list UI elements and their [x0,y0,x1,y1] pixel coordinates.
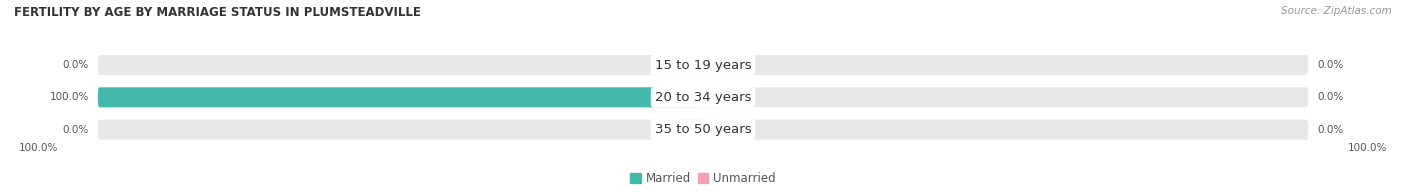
Legend: Married, Unmarried: Married, Unmarried [626,168,780,190]
FancyBboxPatch shape [703,55,727,75]
Text: 0.0%: 0.0% [1317,125,1344,135]
Text: 15 to 19 years: 15 to 19 years [655,59,751,72]
Text: 20 to 34 years: 20 to 34 years [655,91,751,104]
FancyBboxPatch shape [98,87,703,107]
Text: Source: ZipAtlas.com: Source: ZipAtlas.com [1281,6,1392,16]
FancyBboxPatch shape [98,87,1308,107]
Text: 100.0%: 100.0% [1347,143,1386,153]
FancyBboxPatch shape [679,120,703,140]
Text: 0.0%: 0.0% [62,60,89,70]
FancyBboxPatch shape [679,55,703,75]
Text: 100.0%: 100.0% [49,92,89,102]
Text: 35 to 50 years: 35 to 50 years [655,123,751,136]
FancyBboxPatch shape [703,120,727,140]
Text: 0.0%: 0.0% [1317,92,1344,102]
Text: FERTILITY BY AGE BY MARRIAGE STATUS IN PLUMSTEADVILLE: FERTILITY BY AGE BY MARRIAGE STATUS IN P… [14,6,420,19]
FancyBboxPatch shape [98,55,1308,75]
Text: 0.0%: 0.0% [1317,60,1344,70]
FancyBboxPatch shape [98,120,1308,140]
Text: 100.0%: 100.0% [20,143,59,153]
FancyBboxPatch shape [703,87,727,107]
Text: 0.0%: 0.0% [62,125,89,135]
